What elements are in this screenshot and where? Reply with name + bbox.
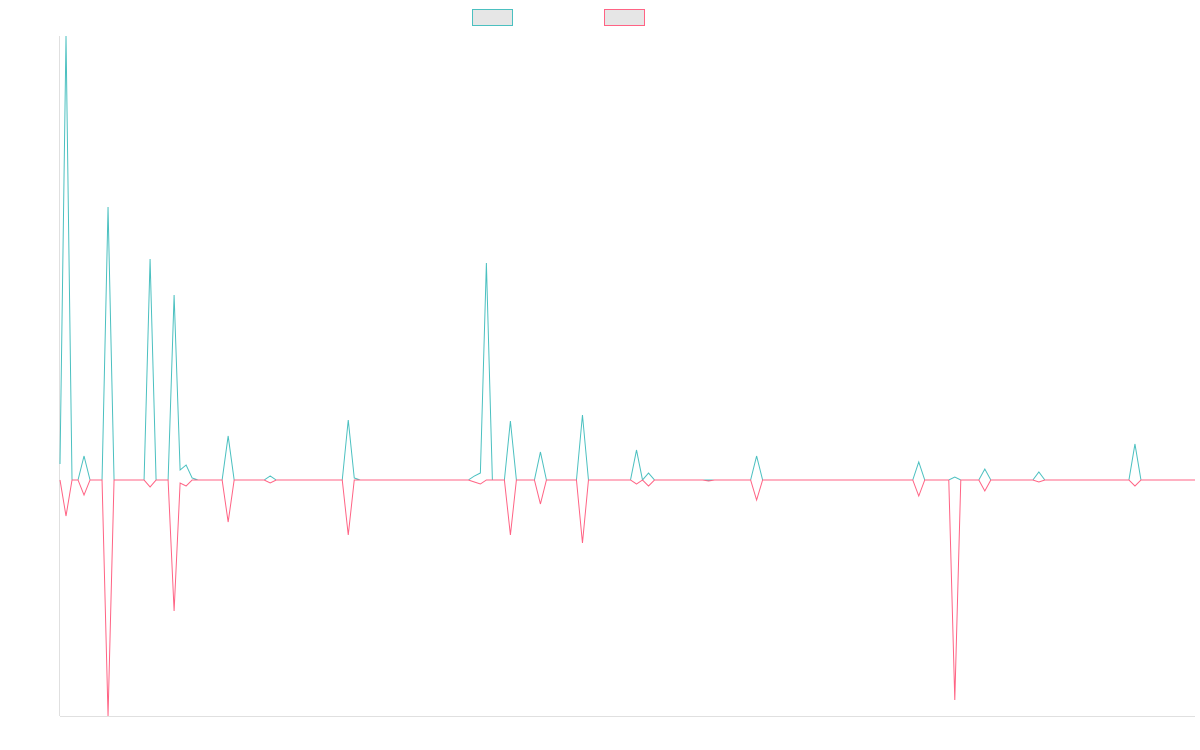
legend-swatch [472,9,513,26]
data-line [59,35,1195,482]
legend-swatch [604,9,645,26]
data-line [59,479,1195,717]
